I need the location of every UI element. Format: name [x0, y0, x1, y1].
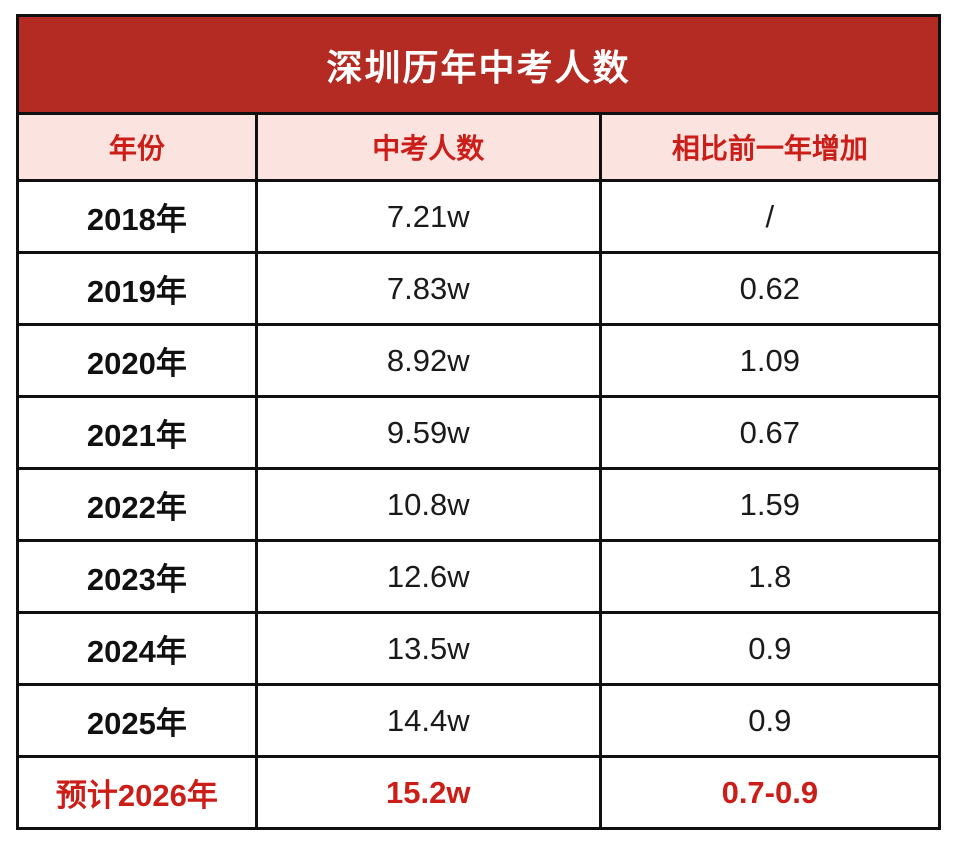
header-cell-year: 年份 [16, 112, 258, 182]
increase-cell: 1.8 [598, 539, 942, 614]
increase-cell: 0.62 [598, 251, 942, 326]
increase-cell: 0.67 [598, 395, 942, 470]
count-cell: 13.5w [254, 611, 602, 686]
year-cell: 预计2026年 [16, 755, 258, 830]
count-cell: 15.2w [254, 755, 602, 830]
year-cell: 2020年 [16, 323, 258, 398]
table-row: 2018年 7.21w / [16, 179, 942, 254]
header-cell-count: 中考人数 [254, 112, 602, 182]
year-cell: 2021年 [16, 395, 258, 470]
table-row: 2025年 14.4w 0.9 [16, 683, 942, 758]
increase-cell: 0.9 [598, 611, 942, 686]
year-cell: 2024年 [16, 611, 258, 686]
count-cell: 7.83w [254, 251, 602, 326]
year-cell: 2025年 [16, 683, 258, 758]
increase-cell: 0.7-0.9 [598, 755, 942, 830]
table-row: 2023年 12.6w 1.8 [16, 539, 942, 614]
count-cell: 7.21w [254, 179, 602, 254]
header-cell-increase: 相比前一年增加 [598, 112, 942, 182]
increase-cell: 1.09 [598, 323, 942, 398]
count-cell: 8.92w [254, 323, 602, 398]
count-cell: 10.8w [254, 467, 602, 542]
year-cell: 2022年 [16, 467, 258, 542]
table-title: 深圳历年中考人数 [16, 14, 941, 115]
table-row: 2022年 10.8w 1.59 [16, 467, 942, 542]
year-cell: 2018年 [16, 179, 258, 254]
count-cell: 9.59w [254, 395, 602, 470]
header-row: 年份 中考人数 相比前一年增加 [16, 112, 942, 182]
table-row: 2024年 13.5w 0.9 [16, 611, 942, 686]
increase-cell: 0.9 [598, 683, 942, 758]
table-row: 2020年 8.92w 1.09 [16, 323, 942, 398]
table-row: 2021年 9.59w 0.67 [16, 395, 942, 470]
title-row: 深圳历年中考人数 [16, 14, 941, 115]
year-cell: 2019年 [16, 251, 258, 326]
increase-cell: 1.59 [598, 467, 942, 542]
exam-numbers-table: 深圳历年中考人数 年份 中考人数 相比前一年增加 2018年 7.21w / 2… [16, 14, 942, 830]
count-cell: 14.4w [254, 683, 602, 758]
table-row: 2019年 7.83w 0.62 [16, 251, 942, 326]
count-cell: 12.6w [254, 539, 602, 614]
year-cell: 2023年 [16, 539, 258, 614]
table-row-forecast: 预计2026年 15.2w 0.7-0.9 [16, 755, 942, 830]
increase-cell: / [598, 179, 942, 254]
